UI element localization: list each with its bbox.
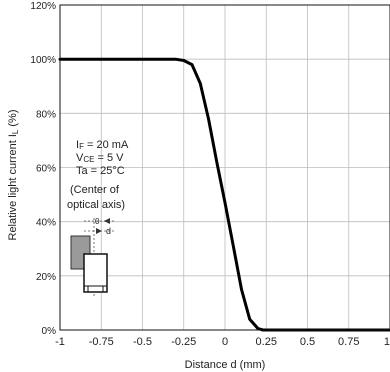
diagram-zero-label: 0 [95, 217, 100, 226]
x-tick-label: -0.75 [89, 336, 114, 348]
note-line-2: optical axis) [67, 199, 125, 211]
zero-arrow-icon [104, 218, 110, 224]
sensor-diagram: 0 d [70, 217, 115, 296]
x-tick-label: 1 [384, 336, 390, 348]
note-line-1: (Center of [70, 184, 120, 196]
x-tick-label: -0.25 [171, 336, 196, 348]
x-tick-label: 0.5 [300, 336, 315, 348]
x-tick-label: -1 [55, 336, 65, 348]
conditions-annotation: IF = 20 mA VCE = 5 V Ta = 25°C (Center o… [67, 139, 129, 211]
condition-vce: VCE = 5 V [76, 152, 124, 164]
y-tick-label: 80% [36, 109, 56, 120]
condition-if: IF = 20 mA [76, 139, 129, 151]
x-tick-label: 0 [222, 336, 228, 348]
y-tick-label: 100% [30, 55, 56, 66]
y-tick-labels: 0% 20% 40% 60% 80% 100% 120% [30, 1, 56, 337]
diagram-d-label: d [106, 226, 111, 236]
x-tick-label: 0.25 [256, 336, 277, 348]
y-tick-label: 0% [42, 326, 57, 337]
y-axis-label: Relative light current IL (%) [7, 109, 20, 240]
y-tick-label: 60% [36, 164, 56, 175]
detector-block [83, 253, 108, 293]
x-tick-labels: -1 -0.75 -0.5 -0.25 0 0.25 0.5 0.75 1 [55, 336, 390, 348]
condition-ta: Ta = 25°C [76, 165, 125, 177]
x-tick-label: 0.75 [338, 336, 359, 348]
y-tick-label: 20% [36, 272, 56, 283]
y-tick-label: 40% [36, 218, 56, 229]
gridlines [59, 4, 390, 331]
y-tick-label: 120% [30, 1, 56, 12]
plot-frame [59, 4, 390, 331]
x-tick-label: -0.5 [133, 336, 152, 348]
d-arrow-icon [96, 228, 102, 234]
x-axis-label: Distance d (mm) [185, 359, 266, 371]
